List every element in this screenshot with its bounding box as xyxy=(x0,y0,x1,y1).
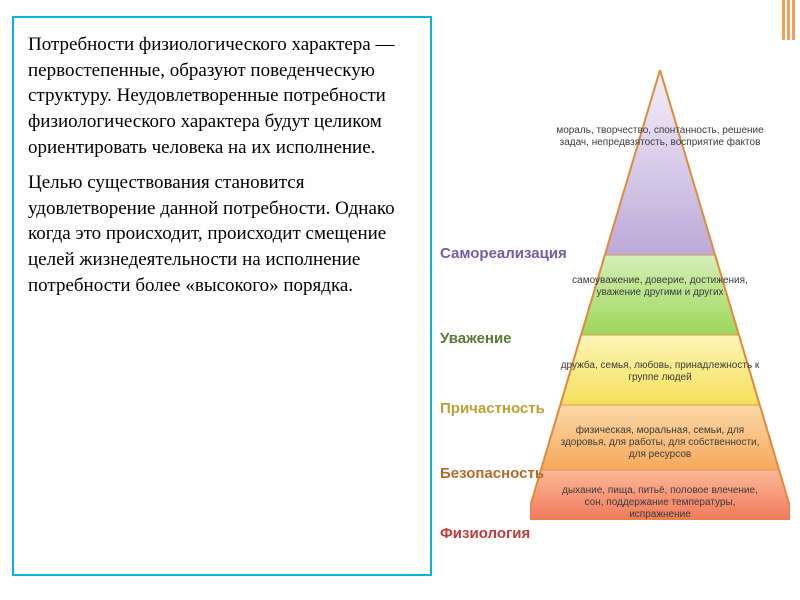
label-belonging: Причастность xyxy=(440,400,545,417)
paragraph-2: Целью существования становится удовлетво… xyxy=(28,170,416,298)
paragraph-1: Потребности физиологического характера —… xyxy=(28,32,416,160)
maslow-pyramid: Самореализация Уважение Причастность Без… xyxy=(440,70,790,570)
label-physiology: Физиология xyxy=(440,525,530,542)
content-safety: физическая, моральная, семьи, для здоров… xyxy=(555,425,765,461)
label-self-actualization: Самореализация xyxy=(440,245,567,262)
content-belonging: дружба, семья, любовь, принадлежность к … xyxy=(555,360,765,384)
decorative-stripes xyxy=(780,0,800,40)
label-safety: Безопасность xyxy=(440,465,544,482)
pyramid-level-0 xyxy=(605,70,715,255)
content-esteem: самоуважение, доверие, достижения, уваже… xyxy=(555,275,765,299)
label-esteem: Уважение xyxy=(440,330,512,347)
description-panel: Потребности физиологического характера —… xyxy=(12,16,432,576)
content-self-actualization: мораль, творчество, спонтанность, решени… xyxy=(555,125,765,149)
content-physiology: дыхание, пища, питьё, половое влечение, … xyxy=(555,485,765,521)
